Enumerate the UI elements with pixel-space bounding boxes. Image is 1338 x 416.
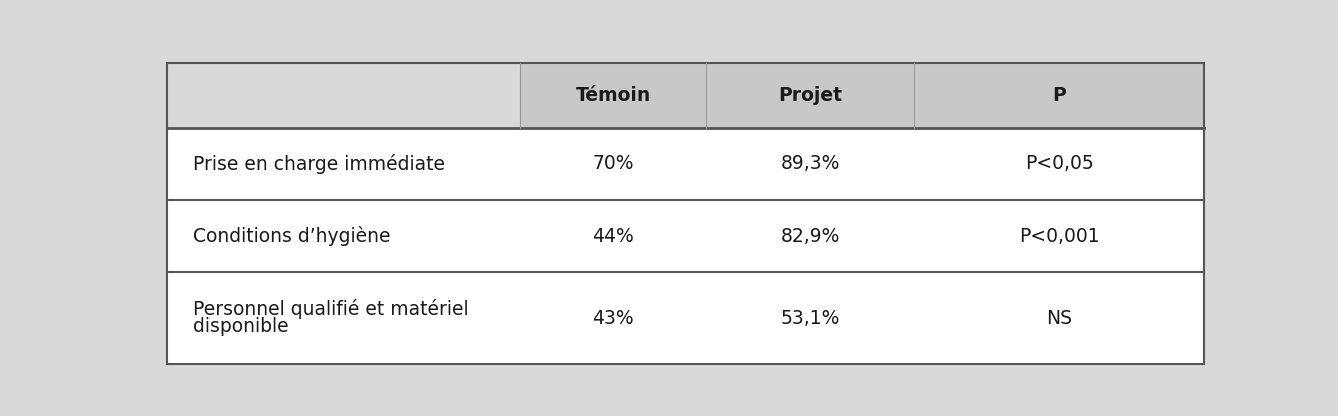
Text: Projet: Projet bbox=[779, 86, 842, 105]
Text: Conditions d’hygiène: Conditions d’hygiène bbox=[193, 226, 391, 246]
Text: 89,3%: 89,3% bbox=[780, 154, 840, 173]
Bar bbox=[167, 128, 1204, 200]
Text: disponible: disponible bbox=[193, 317, 289, 337]
Text: Personnel qualifié et matériel: Personnel qualifié et matériel bbox=[193, 299, 468, 319]
Text: NS: NS bbox=[1046, 309, 1072, 327]
Text: 70%: 70% bbox=[593, 154, 634, 173]
Bar bbox=[914, 63, 1204, 128]
Text: Prise en charge immédiate: Prise en charge immédiate bbox=[193, 154, 446, 174]
Text: 82,9%: 82,9% bbox=[780, 227, 840, 246]
Text: P<0,001: P<0,001 bbox=[1018, 227, 1100, 246]
Text: P: P bbox=[1052, 86, 1066, 105]
Bar bbox=[167, 200, 1204, 272]
Text: P<0,05: P<0,05 bbox=[1025, 154, 1093, 173]
Bar bbox=[167, 63, 1204, 128]
Bar bbox=[706, 63, 914, 128]
Text: Témoin: Témoin bbox=[575, 86, 650, 105]
Text: 43%: 43% bbox=[593, 309, 634, 327]
Text: 44%: 44% bbox=[593, 227, 634, 246]
Text: 53,1%: 53,1% bbox=[780, 309, 840, 327]
Bar bbox=[520, 63, 706, 128]
Bar bbox=[167, 272, 1204, 364]
